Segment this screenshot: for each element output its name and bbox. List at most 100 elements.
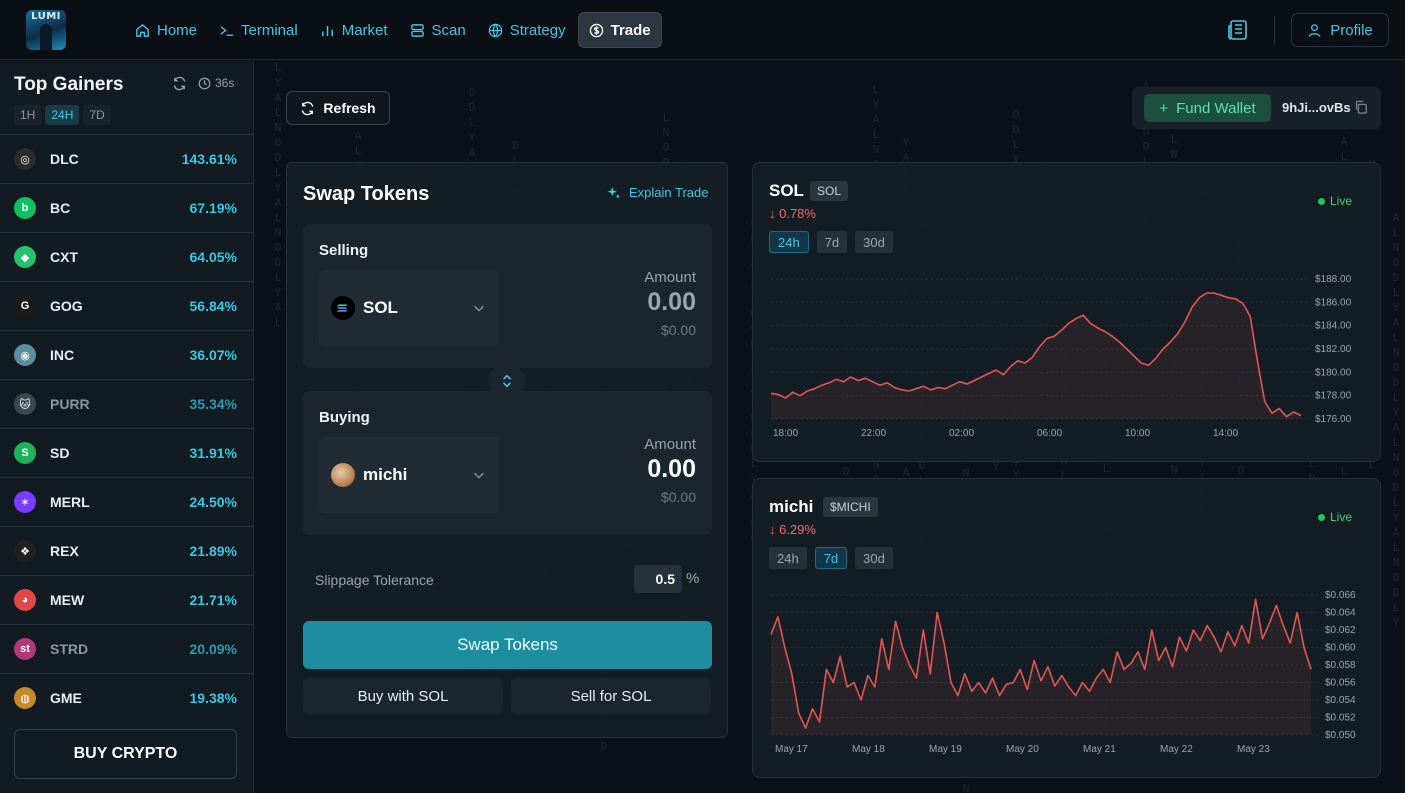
timeframe-tabs: 1H 24H 7D xyxy=(14,105,111,125)
token-symbol: SD xyxy=(50,445,70,461)
gainer-row[interactable]: ◕ MEW 21.71% xyxy=(0,576,253,625)
buying-token-select[interactable]: michi xyxy=(319,437,499,513)
token-icon: ◕ xyxy=(14,589,36,611)
timeframe-tab[interactable]: 1H xyxy=(14,105,42,125)
token-icon: b xyxy=(14,197,36,219)
buying-amount-label: Amount xyxy=(644,436,696,453)
live-label: Live xyxy=(1329,194,1352,208)
token-icon: st xyxy=(14,638,36,660)
buy-crypto-button[interactable]: BUY CRYPTO xyxy=(14,729,237,779)
gainer-row[interactable]: b BC 67.19% xyxy=(0,184,253,233)
x-tick-label: May 17 xyxy=(775,744,808,755)
sol-price-chart: $188.00 $186.00 $184.00 $182.00 $180.00 $178.… xyxy=(770,274,1352,439)
michi-price-chart: $0.066 $0.064 $0.062 $0.060 $0.058 $0.056 $0.0… xyxy=(770,590,1356,755)
timeframe-tab[interactable]: 24H xyxy=(45,105,80,125)
refresh-icon[interactable] xyxy=(172,76,187,91)
chart-range-tab[interactable]: 24h xyxy=(769,231,809,253)
gainer-row[interactable]: ◆ CXT 64.05% xyxy=(0,233,253,282)
token-symbol: DLC xyxy=(50,151,79,167)
gainer-row[interactable]: ❖ REX 21.89% xyxy=(0,527,253,576)
selling-label: Selling xyxy=(319,242,369,259)
nav-home-label: Home xyxy=(157,21,198,39)
y-tick-label: $0.062 xyxy=(1325,625,1356,636)
chart-range-tab[interactable]: 30d xyxy=(855,231,893,253)
nav-home[interactable]: Home xyxy=(125,12,207,48)
token-change: 56.84% xyxy=(189,298,237,314)
chart-token-name: SOL xyxy=(769,181,804,200)
refresh-label: Refresh xyxy=(323,100,376,116)
token-symbol: BC xyxy=(50,200,71,216)
nav-terminal[interactable]: Terminal xyxy=(209,12,308,48)
series-area xyxy=(771,599,1311,735)
app-logo[interactable]: LUMI xyxy=(26,10,66,50)
token-change: 21.71% xyxy=(189,592,237,608)
x-tick-label: 22:00 xyxy=(861,428,886,439)
slippage-unit: % xyxy=(686,570,700,587)
timer-value: 36s xyxy=(215,76,235,90)
dollar-icon xyxy=(589,23,603,37)
slippage-label: Slippage Tolerance xyxy=(315,572,434,588)
top-gainers-sidebar: Top Gainers 36s 1H 24H 7D ◎ DLC 143.61% b BC 67… xyxy=(0,61,254,793)
chart-range-tab[interactable]: 30d xyxy=(855,547,893,569)
explain-trade-link[interactable]: Explain Trade xyxy=(607,185,709,200)
gainer-row[interactable]: ✶ MERL 24.50% xyxy=(0,478,253,527)
buying-amount-value: 0.00 xyxy=(647,455,696,483)
y-tick-label: $178.00 xyxy=(1315,391,1352,402)
x-tick-label: May 18 xyxy=(852,744,885,755)
buy-with-sol-button[interactable]: Buy with SOL xyxy=(303,678,503,714)
profile-button[interactable]: Profile xyxy=(1291,13,1389,47)
nav-trade[interactable]: Trade xyxy=(577,12,662,48)
y-tick-label: $180.00 xyxy=(1315,367,1352,378)
live-dot-icon xyxy=(1317,197,1325,205)
home-icon xyxy=(136,23,149,37)
token-change: 21.89% xyxy=(189,543,237,559)
chart-range-tab[interactable]: 24h xyxy=(769,547,807,569)
y-tick-label: $0.060 xyxy=(1325,643,1356,654)
selling-token-select[interactable]: SOL xyxy=(319,270,499,346)
token-symbol: GME xyxy=(50,690,82,706)
series-area xyxy=(771,293,1301,419)
wallet-address: 9hJi...ovBs xyxy=(1282,100,1351,115)
sol-chart-card: $188.00 $186.00 $184.00 $182.00 $180.00 $178.… xyxy=(752,162,1381,462)
nav-market-label: Market xyxy=(341,21,388,39)
swap-tokens-button[interactable]: Swap Tokens xyxy=(303,621,712,669)
series-line xyxy=(770,292,1302,418)
gainer-row[interactable]: S SD 31.91% xyxy=(0,429,253,478)
nav-scan[interactable]: Scan xyxy=(400,12,476,48)
selling-panel: Selling SOL Amount 0.00 $0.00 xyxy=(303,224,712,368)
gainer-row[interactable]: st STRD 20.09% xyxy=(0,625,253,674)
y-tick-label: $182.00 xyxy=(1315,344,1352,355)
refresh-button[interactable]: Refresh xyxy=(286,91,390,125)
gainer-row[interactable]: G GOG 56.84% xyxy=(0,282,253,331)
nav-market[interactable]: Market xyxy=(310,12,398,48)
chart-range-tabs: 24h 7d 30d xyxy=(769,547,893,569)
terminal-icon xyxy=(220,25,234,36)
chart-range-tab[interactable]: 7d xyxy=(816,231,848,253)
gainer-row[interactable]: ◉ INC 36.07% xyxy=(0,331,253,380)
michi-chart-card: $0.066 $0.064 $0.062 $0.060 $0.058 $0.056 $0.0… xyxy=(752,478,1381,778)
nav-terminal-label: Terminal xyxy=(241,21,298,39)
chart-range-tab[interactable]: 7d xyxy=(814,547,848,569)
nav-divider xyxy=(1274,16,1275,44)
selling-amount-input[interactable]: 0.00 xyxy=(647,288,696,316)
token-change: 35.34% xyxy=(189,396,237,412)
live-label: Live xyxy=(1329,510,1352,524)
gainer-row[interactable]: 🐱 PURR 35.34% xyxy=(0,380,253,429)
y-tick-label: $184.00 xyxy=(1315,321,1352,332)
newspaper-icon[interactable] xyxy=(1226,18,1250,42)
nav-strategy[interactable]: Strategy xyxy=(478,12,576,48)
swap-title: Swap Tokens xyxy=(303,183,430,205)
token-icon: 🐱 xyxy=(14,393,36,415)
sell-for-sol-button[interactable]: Sell for SOL xyxy=(511,678,711,714)
live-indicator: Live xyxy=(1317,510,1352,524)
slippage-input[interactable]: 0.5 xyxy=(634,565,682,593)
clock-icon xyxy=(198,77,211,89)
copy-icon[interactable] xyxy=(1354,100,1368,114)
y-tick-label: $0.050 xyxy=(1325,730,1356,741)
gainer-row[interactable]: ◎ DLC 143.61% xyxy=(0,135,253,184)
token-symbol: INC xyxy=(50,347,75,363)
fund-wallet-button[interactable]: + Fund Wallet xyxy=(1144,94,1271,122)
plus-icon: + xyxy=(1159,99,1169,117)
timeframe-tab[interactable]: 7D xyxy=(83,105,111,125)
gainer-row[interactable]: ◍ GME 19.38% xyxy=(0,674,253,712)
